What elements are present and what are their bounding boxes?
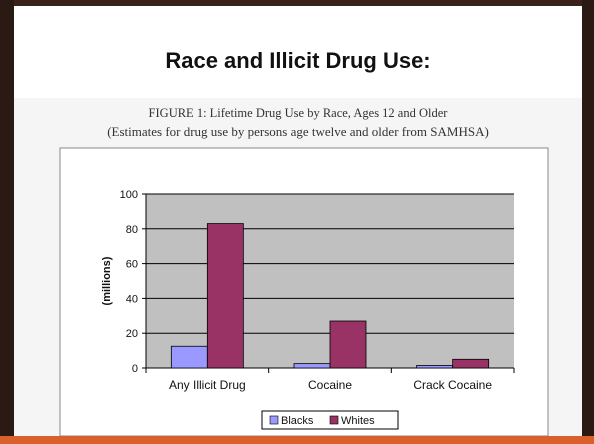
x-axis-categories: Any Illicit Drug Cocaine Crack Cocaine <box>145 368 515 392</box>
legend: Blacks Whites <box>261 410 399 430</box>
chart-title: FIGURE 1: Lifetime Drug Use by Race, Age… <box>148 106 448 120</box>
y-tick-label: 80 <box>126 224 138 236</box>
slide-title: Race and Illicit Drug Use: <box>165 48 431 73</box>
slide: Race and Illicit Drug Use: FIGURE 1: Lif… <box>14 6 582 436</box>
x-category-label: Cocaine <box>308 378 352 392</box>
bar-whites-1 <box>329 320 367 369</box>
legend-swatch-whites <box>329 415 339 425</box>
slide-frame-left <box>0 0 14 444</box>
bar-blacks-2 <box>416 364 454 369</box>
x-category-label: Crack Cocaine <box>413 378 492 392</box>
slide-frame-bottom <box>0 436 594 444</box>
legend-label: Blacks <box>281 415 314 427</box>
y-tick-label: 20 <box>126 328 138 340</box>
y-axis-label: (millions) <box>101 256 113 305</box>
bar-blacks-0 <box>170 345 208 369</box>
bar-chart: 0 20 40 60 80 100 Any Illicit Drug Cocaine Crac… <box>59 147 549 436</box>
legend-label: Whites <box>341 415 375 427</box>
y-tick-label: 60 <box>126 259 138 271</box>
x-category-label: Any Illicit Drug <box>169 378 246 392</box>
legend-swatch-blacks <box>269 415 279 425</box>
bar-blacks-1 <box>293 363 331 369</box>
slide-frame-right <box>582 0 594 444</box>
figure: FIGURE 1: Lifetime Drug Use by Race, Age… <box>14 98 582 436</box>
chart-subtitle: (Estimates for drug use by persons age t… <box>107 124 489 139</box>
y-tick-label: 100 <box>120 189 138 201</box>
y-tick-label: 0 <box>132 363 138 375</box>
slide-frame-top <box>0 0 594 6</box>
y-tick-label: 40 <box>126 293 138 305</box>
bar-whites-2 <box>452 358 490 369</box>
bar-whites-0 <box>206 223 244 369</box>
bars <box>170 223 490 369</box>
